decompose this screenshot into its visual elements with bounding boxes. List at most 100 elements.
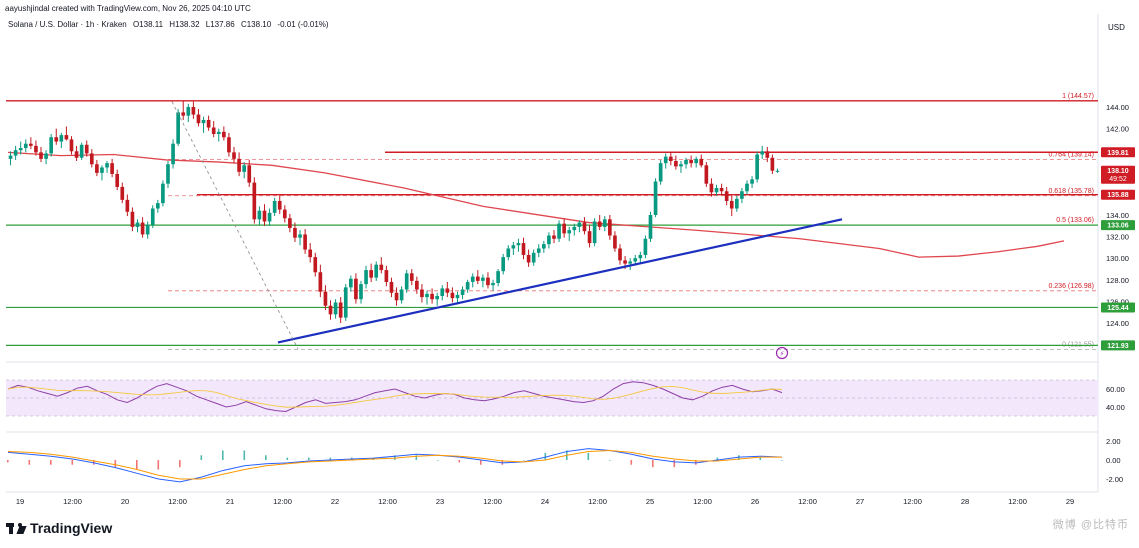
candle-body [465,281,470,290]
candle-body [277,200,282,210]
candle-body [29,143,33,146]
macd-histogram-bar [458,460,461,463]
candle-body [552,235,556,239]
candle-body [267,212,272,222]
candle-body [247,165,252,183]
candle-body [8,155,13,159]
macd-histogram-bar [609,460,611,461]
macd-histogram-bar [781,460,783,461]
candle-body [374,264,379,278]
candle-body [156,203,160,209]
macd-line [7,448,783,483]
candle-body [516,243,521,246]
candle-body [526,254,531,263]
price-label-badge [1101,165,1135,184]
ohlc-close: C138.10 [240,20,272,29]
candle-body [486,277,490,286]
candle-body [282,209,287,219]
tradingview-logo-icon [6,521,27,535]
candle-body [95,164,99,173]
candle-body [364,270,368,285]
candle-body [577,222,582,227]
candle-body [602,219,607,227]
macd-histogram-bar [136,460,138,470]
candle-body [328,305,333,315]
candle-body [211,127,216,134]
candle-body [496,271,500,284]
macd-histogram-bar [243,450,246,460]
candle-body [59,135,64,142]
candle-body [689,159,693,164]
candle-body [303,234,307,250]
candle-body [562,223,566,234]
watermark-text: 微博 @比特币 [1052,519,1129,531]
ohlc-change: -0.01 (-0.01%) [277,20,329,29]
time-tick-label: 28 [961,497,969,506]
macd-histogram-bar [50,460,52,465]
ascending-trendline [277,218,843,344]
candle-body [511,245,516,249]
candle-body [475,276,480,281]
candle-body [724,191,729,201]
candle-body [100,167,104,173]
macd-histogram-bar [480,460,482,465]
candle-body [536,248,541,253]
candle-body [135,222,140,227]
macd-histogram-bar [630,460,633,465]
time-tick-label: 24 [541,497,549,506]
candle-body [460,289,465,295]
time-tick-label: 23 [436,497,444,506]
macd-signal-line [7,449,782,480]
candle-body [668,156,673,161]
candle-body [89,153,94,165]
rsi-ma-line [7,385,783,408]
candle-body [623,260,627,264]
candle-body [201,119,206,124]
candle-body [262,210,267,222]
candle-body [663,156,668,164]
candle-body [613,235,617,249]
candle-body [445,288,450,293]
time-tick-label: 21 [226,497,234,506]
macd-histogram-bar [114,460,117,468]
candle-body [618,248,622,261]
candle-body [166,164,170,184]
macd-histogram-bar [179,460,181,468]
time-tick-label: 26 [751,497,759,506]
candle-body [257,210,262,220]
candle-body [547,235,551,245]
candle-body [740,191,744,199]
price-tick-label: 130.00 [1106,254,1129,263]
candle-body [694,158,699,164]
time-tick-label: 29 [1066,497,1074,506]
alert-icon [775,346,789,360]
candle-body [658,163,663,182]
candle-body [455,294,460,299]
candle-body [171,143,175,165]
candle-body [145,224,150,235]
candle-body [435,296,439,300]
candle-body [18,148,23,151]
fib-level-label: 0.5 (133.06) [1056,217,1094,224]
time-tick-label: 12:00 [903,497,922,506]
candle-body [674,161,678,167]
candle-body [389,281,394,293]
candle-body [592,221,597,244]
creator-line: aayushjindal created with TradingView.co… [5,4,251,13]
candle-body [420,289,424,298]
candle-body [84,144,89,154]
macd-histogram-bar [652,460,654,468]
macd-tick-label: 0.00 [1106,456,1121,465]
candle-body [120,186,125,200]
symbol-name[interactable]: Solana / U.S. Dollar · 1h · Kraken [8,20,127,29]
time-tick-label: 27 [856,497,864,506]
tradingview-logo[interactable]: TradingView [6,520,112,536]
tradingview-brand: TradingView [30,520,113,536]
price-label-badge [1101,189,1135,200]
candle-body [23,143,28,149]
time-tick-label: 22 [331,497,339,506]
candle-body [252,182,257,220]
candle-body [750,179,754,184]
candle-body [64,135,69,140]
